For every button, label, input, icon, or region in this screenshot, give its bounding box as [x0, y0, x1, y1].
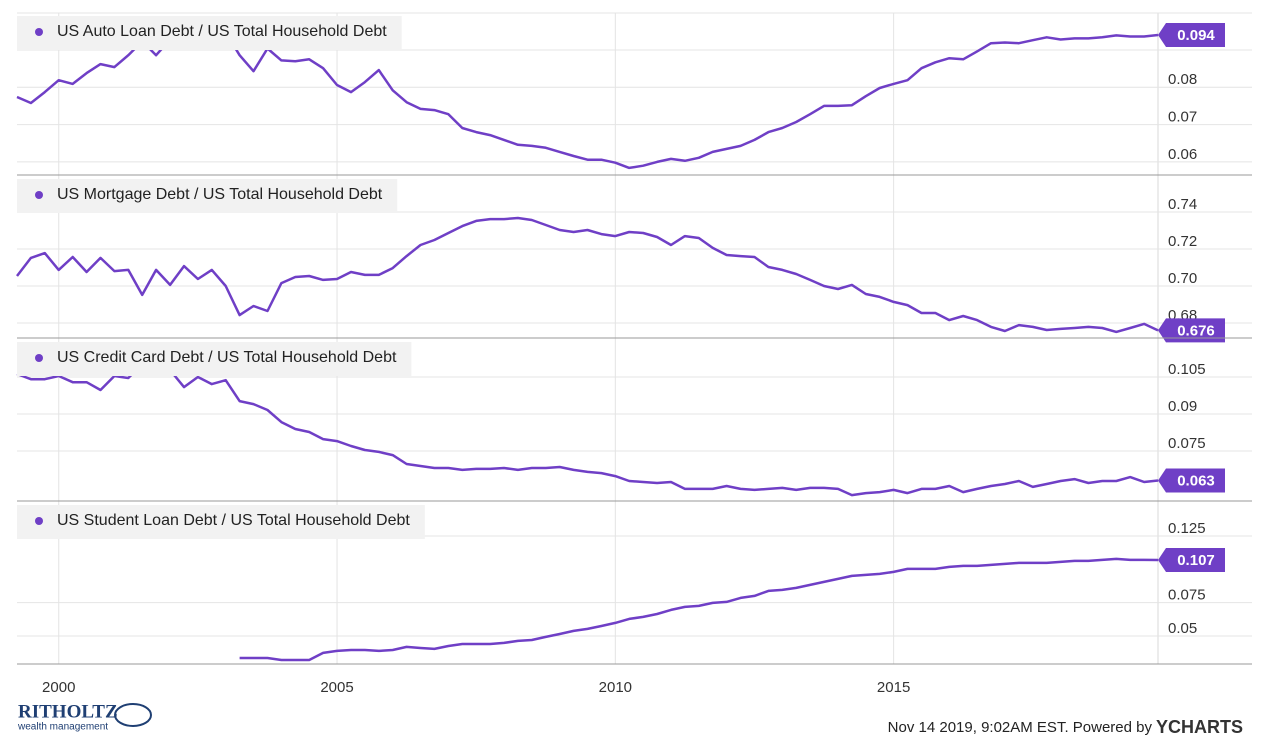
brand: YCHARTS: [1156, 717, 1243, 737]
value-label: 0.063: [1177, 473, 1215, 490]
logo-sub: wealth management: [17, 722, 108, 733]
y-tick-label: 0.08: [1168, 71, 1197, 88]
y-tick-label: 0.05: [1168, 620, 1197, 637]
x-tick-label: 2005: [320, 679, 353, 696]
y-tick-label: 0.105: [1168, 361, 1206, 378]
y-tick-label: 0.74: [1168, 196, 1197, 213]
value-tag: [1158, 548, 1225, 572]
legend-dot: [35, 191, 43, 199]
value-label: 0.676: [1177, 322, 1215, 339]
value-label: 0.107: [1177, 552, 1215, 569]
y-tick-label: 0.70: [1168, 270, 1197, 287]
logo: RITHOLTZ: [18, 701, 118, 722]
series-line: [239, 557, 1159, 662]
legend-label: US Student Loan Debt / US Total Househol…: [57, 512, 410, 529]
x-tick-label: 2000: [42, 679, 75, 696]
legend-box: [17, 16, 402, 50]
y-tick-label: 0.07: [1168, 109, 1197, 126]
y-tick-label: 0.125: [1168, 520, 1206, 537]
y-tick-label: 0.09: [1168, 398, 1197, 415]
legend-dot: [35, 28, 43, 36]
value-tag: [1158, 23, 1225, 48]
legend-dot: [35, 517, 43, 525]
y-tick-label: 0.075: [1168, 587, 1206, 604]
logo-mark: [114, 703, 152, 727]
legend-box: [17, 505, 425, 539]
x-tick-label: 2010: [599, 679, 632, 696]
legend-box: [17, 179, 398, 213]
series-line: [16, 31, 1159, 170]
value-tag: [1158, 318, 1225, 343]
legend-label: US Credit Card Debt / US Total Household…: [57, 349, 397, 366]
legend-label: US Mortgage Debt / US Total Household De…: [57, 186, 383, 203]
credit: Nov 14 2019, 9:02AM EST. Powered by: [888, 719, 1153, 736]
legend-box: [17, 342, 412, 376]
legend-label: US Auto Loan Debt / US Total Household D…: [57, 23, 387, 40]
x-tick-label: 2015: [877, 679, 910, 696]
y-tick-label: 0.72: [1168, 233, 1197, 250]
y-tick-label: 0.075: [1168, 435, 1206, 452]
series-line: [16, 362, 1159, 497]
value-tag: [1158, 468, 1225, 493]
series-line: [16, 216, 1159, 334]
value-label: 0.094: [1177, 27, 1215, 44]
y-tick-label: 0.06: [1168, 146, 1197, 163]
legend-dot: [35, 354, 43, 362]
